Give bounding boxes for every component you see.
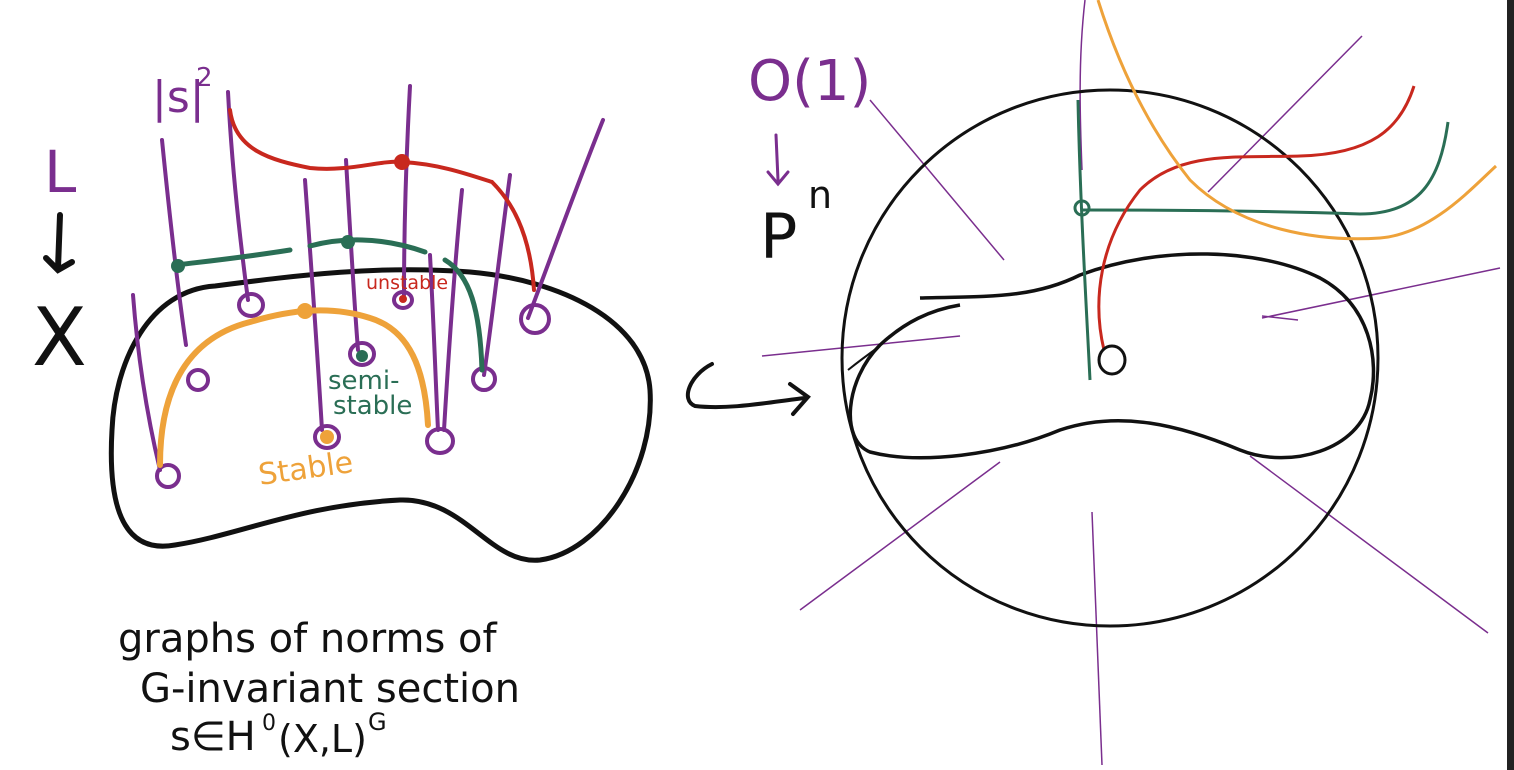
semistable-label-line2: stable [333,391,412,421]
fiber-base-points [155,290,551,489]
norm-label: |s| [152,72,205,123]
green-section [1081,121,1450,216]
fiber-8 [131,293,162,472]
fiber-7 [526,118,605,320]
radial-line-5 [799,461,1001,611]
base-point-2 [237,292,265,318]
radial-line-8 [1079,0,1086,171]
base-point-4 [392,290,414,310]
embedding-arrow-icon [685,362,811,416]
caption-line-1: graphs of norms of [118,616,497,662]
radial-fibers [761,0,1501,766]
red-section [1097,85,1416,351]
stable-curve [157,307,431,468]
stable-base-dot [320,430,334,444]
semistable-base-dot [356,350,368,362]
base-point-1 [186,368,210,392]
base-point-7 [155,463,181,489]
bundle-label-l: L [44,138,76,206]
embedded-x-outline [848,252,1376,460]
caption-line-3-mid: (X,L) [278,717,367,761]
fiber-5 [442,188,464,432]
stable-top-marker [297,303,313,319]
sheaf-label: O(1) [748,49,871,114]
unstable-label: unstable [366,272,448,294]
right-diagram: O(1) P n [748,0,1501,766]
norm-exponent: 2 [196,63,213,93]
semistable-label-line1: semi- [328,366,399,396]
caption-line-3-sup: G [368,708,387,736]
caption-line-3-prefix: s∈H [170,714,256,760]
fiber-2 [226,90,250,302]
caption: graphs of norms of G-invariant section s… [118,616,520,761]
radial-line-1 [869,99,1005,261]
orange-section [1096,0,1498,241]
red-base-point [1097,344,1127,376]
radial-line-2 [1207,35,1363,193]
radial-line-4 [1261,267,1501,319]
projective-label: P [760,200,797,273]
fiber-10 [303,178,324,432]
stable-label: Stable [256,445,355,493]
projective-exponent: n [808,173,832,217]
embedded-x-notch [847,345,881,371]
fiber-3 [344,158,360,352]
fiber-4 [402,84,412,297]
base-space-x-outline [108,267,653,563]
radial-line-6 [1091,511,1103,766]
fiber-9 [428,253,440,432]
left-diagram: L X |s| 2 unstable semi- stable Stable [32,63,653,563]
base-point-9 [425,427,455,455]
caption-line-3-exp: 0 [262,711,276,736]
window-edge [1507,0,1514,770]
unstable-marker [394,154,410,170]
green-fiber [1076,99,1092,381]
fiber-1 [160,138,188,347]
base-point-6 [519,303,551,335]
base-point-3 [348,341,376,367]
base-point-8 [313,424,341,450]
semistable-left-marker [171,259,185,273]
right-down-arrow-icon [766,133,790,187]
green-marker [1073,199,1091,217]
caption-line-2: G-invariant section [140,666,520,712]
radial-tick [1261,315,1299,321]
projective-space-circle [840,88,1380,628]
down-arrow-icon [43,212,75,274]
semistable-top-marker [341,235,355,249]
unstable-base-dot [399,295,407,303]
unstable-curve [228,108,536,292]
radial-line-3 [761,335,961,357]
base-label-x: X [32,291,87,384]
radial-line-7 [1249,455,1489,634]
